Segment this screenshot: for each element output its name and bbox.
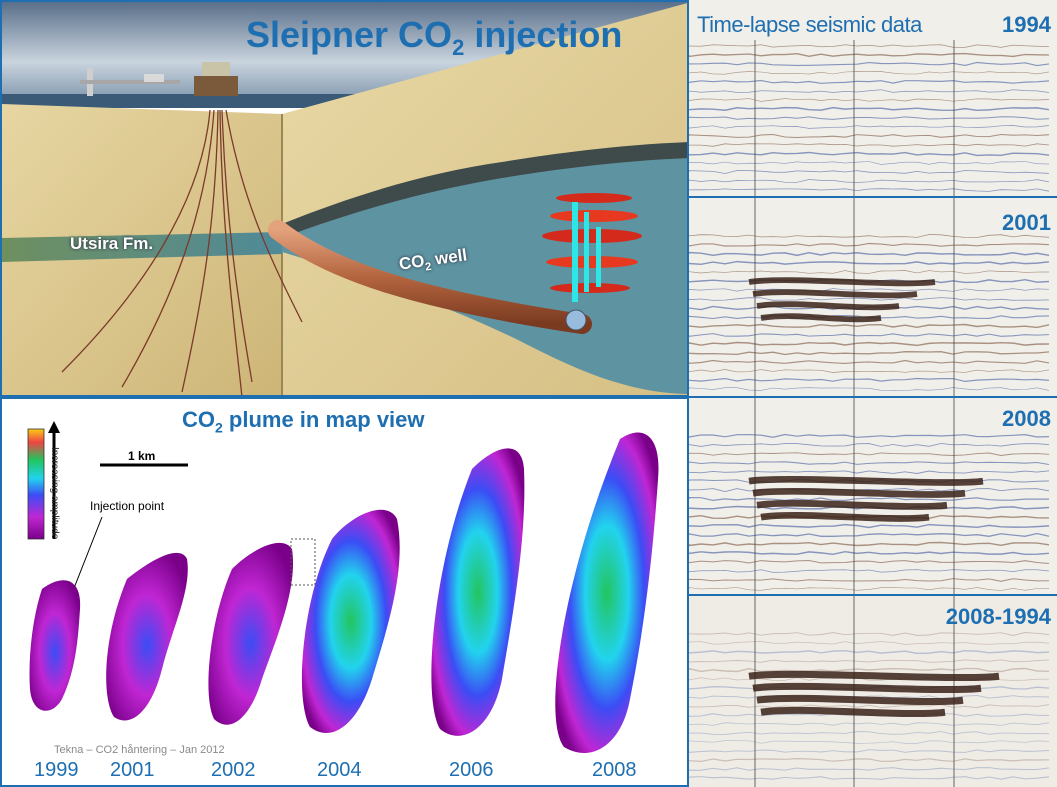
year-label: 1999 xyxy=(34,759,79,781)
geology-panel: Sleipner CO2 injection Utsira Fm. CO2 we… xyxy=(0,0,689,397)
caprock xyxy=(282,142,687,238)
seismic-traces xyxy=(689,198,1057,396)
geology-illustration xyxy=(2,2,687,395)
wellbores xyxy=(61,109,303,395)
plume-2006 xyxy=(431,448,525,736)
seismic-strip-1994: Time-lapse seismic data 1994 xyxy=(689,0,1057,198)
year-label: 2008 xyxy=(592,759,637,781)
well-tip xyxy=(565,309,587,331)
map-title: CO2 plume in map view xyxy=(182,407,425,436)
page-title: Sleipner CO2 injection xyxy=(246,14,623,61)
seismic-year-label: 1994 xyxy=(1002,12,1051,37)
seismic-strip-2001: 2001 xyxy=(689,198,1057,398)
seismic-year-label: 2001 xyxy=(1002,210,1051,235)
survey-hatch xyxy=(290,538,316,586)
seismic-title: Time-lapse seismic data xyxy=(697,12,922,37)
plume-2002 xyxy=(208,542,294,725)
seismic-strip-difference: 2008-1994 xyxy=(689,596,1057,787)
amplitude-colorbar xyxy=(27,428,45,540)
plume-map xyxy=(27,421,659,754)
plume-2001 xyxy=(106,552,188,721)
seismic-traces xyxy=(689,398,1057,594)
scale-label: 1 km xyxy=(128,449,156,463)
seismic-panel: Time-lapse seismic data 1994 2001 2008 2… xyxy=(689,0,1057,787)
year-label: 2002 xyxy=(211,759,256,781)
seismic-traces xyxy=(689,0,1057,196)
plume-2004 xyxy=(301,509,400,734)
year-label: 2004 xyxy=(317,759,362,781)
plume-1999 xyxy=(29,580,81,711)
year-label: 2001 xyxy=(110,759,155,781)
seismic-year-label: 2008-1994 xyxy=(945,604,1051,629)
co2-plume-layers xyxy=(542,193,642,302)
sleipner-platform xyxy=(80,62,238,96)
plume-map-panel: CO2 plume in map view xyxy=(0,397,689,787)
utsira-formation-label: Utsira Fm. xyxy=(70,234,154,253)
seismic-traces xyxy=(689,596,1057,787)
seismic-year-label: 2008 xyxy=(1002,406,1051,431)
plume-2008 xyxy=(555,432,659,754)
co2-well-pipe xyxy=(268,220,592,334)
utsira-layer-left xyxy=(2,232,282,262)
credit-text: Tekna – CO2 håntering – Jan 2012 xyxy=(54,744,225,756)
injection-point-label: Injection point xyxy=(90,499,165,513)
seismic-strip-2008: 2008 xyxy=(689,398,1057,596)
year-label: 2006 xyxy=(449,759,494,781)
amplitude-label: Increasing amplitude xyxy=(49,447,60,540)
